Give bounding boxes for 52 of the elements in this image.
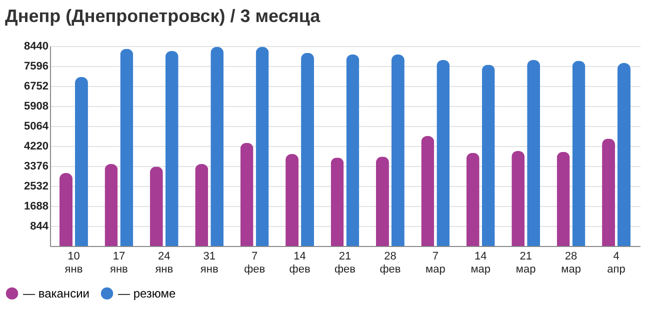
bar	[436, 60, 450, 246]
x-tick-label: 17 янв	[110, 250, 128, 276]
bar	[527, 60, 540, 246]
x-tick-label: 7 мар	[426, 250, 446, 276]
y-tick-label: 844	[30, 220, 50, 232]
bar	[346, 54, 360, 246]
y-tick-label: 4220	[24, 140, 48, 152]
x-tick-label: 31 янв	[200, 250, 218, 276]
y-tick-label: 6752	[24, 80, 48, 92]
x-tick-label: 14 фев	[289, 250, 310, 276]
bar	[120, 48, 134, 246]
bar	[618, 63, 630, 246]
y-tick-label: 3376	[24, 160, 48, 172]
x-tick-label: 21 мар	[516, 250, 536, 276]
bar	[104, 164, 118, 246]
x-tick-label: 21 фев	[334, 250, 356, 276]
x-tick-label: 4 апр	[607, 250, 626, 276]
bar	[330, 158, 344, 246]
bar	[60, 173, 72, 246]
bar	[572, 60, 586, 246]
bar	[74, 77, 88, 246]
x-tick-label: 28 фев	[380, 250, 401, 276]
bar	[150, 166, 163, 246]
bar	[376, 156, 389, 246]
bar	[602, 138, 616, 246]
y-tick-label: 1688	[24, 200, 48, 212]
x-tick-label: 14 мар	[470, 250, 491, 276]
bar	[210, 46, 224, 246]
bar	[556, 152, 570, 246]
y-tick-label: 5908	[24, 100, 48, 112]
bar	[391, 54, 404, 246]
x-tick-label: 28 мар	[561, 250, 581, 276]
y-tick-label: 7596	[24, 60, 48, 72]
legend-label: — резюме	[118, 286, 176, 300]
legend-label: — вакансии	[23, 286, 90, 300]
bar	[286, 154, 299, 246]
x-tick-label: 7 фев	[244, 250, 266, 276]
bar	[165, 50, 178, 246]
bar	[195, 164, 208, 246]
bar	[421, 136, 434, 246]
x-tick-label: 10 янв	[64, 250, 83, 276]
bar	[240, 142, 254, 246]
bar	[466, 152, 480, 246]
y-tick-label: 2532	[24, 180, 48, 192]
bar	[482, 64, 495, 246]
y-tick-label: 8440	[24, 40, 48, 52]
bar	[256, 46, 269, 246]
y-tick-label: 5064	[24, 120, 50, 132]
bar	[301, 52, 314, 246]
x-tick-label: 24 янв	[155, 250, 174, 276]
bar	[512, 150, 525, 246]
chart-title: Днепр (Днепропетровск) / 3 месяца	[5, 6, 322, 26]
